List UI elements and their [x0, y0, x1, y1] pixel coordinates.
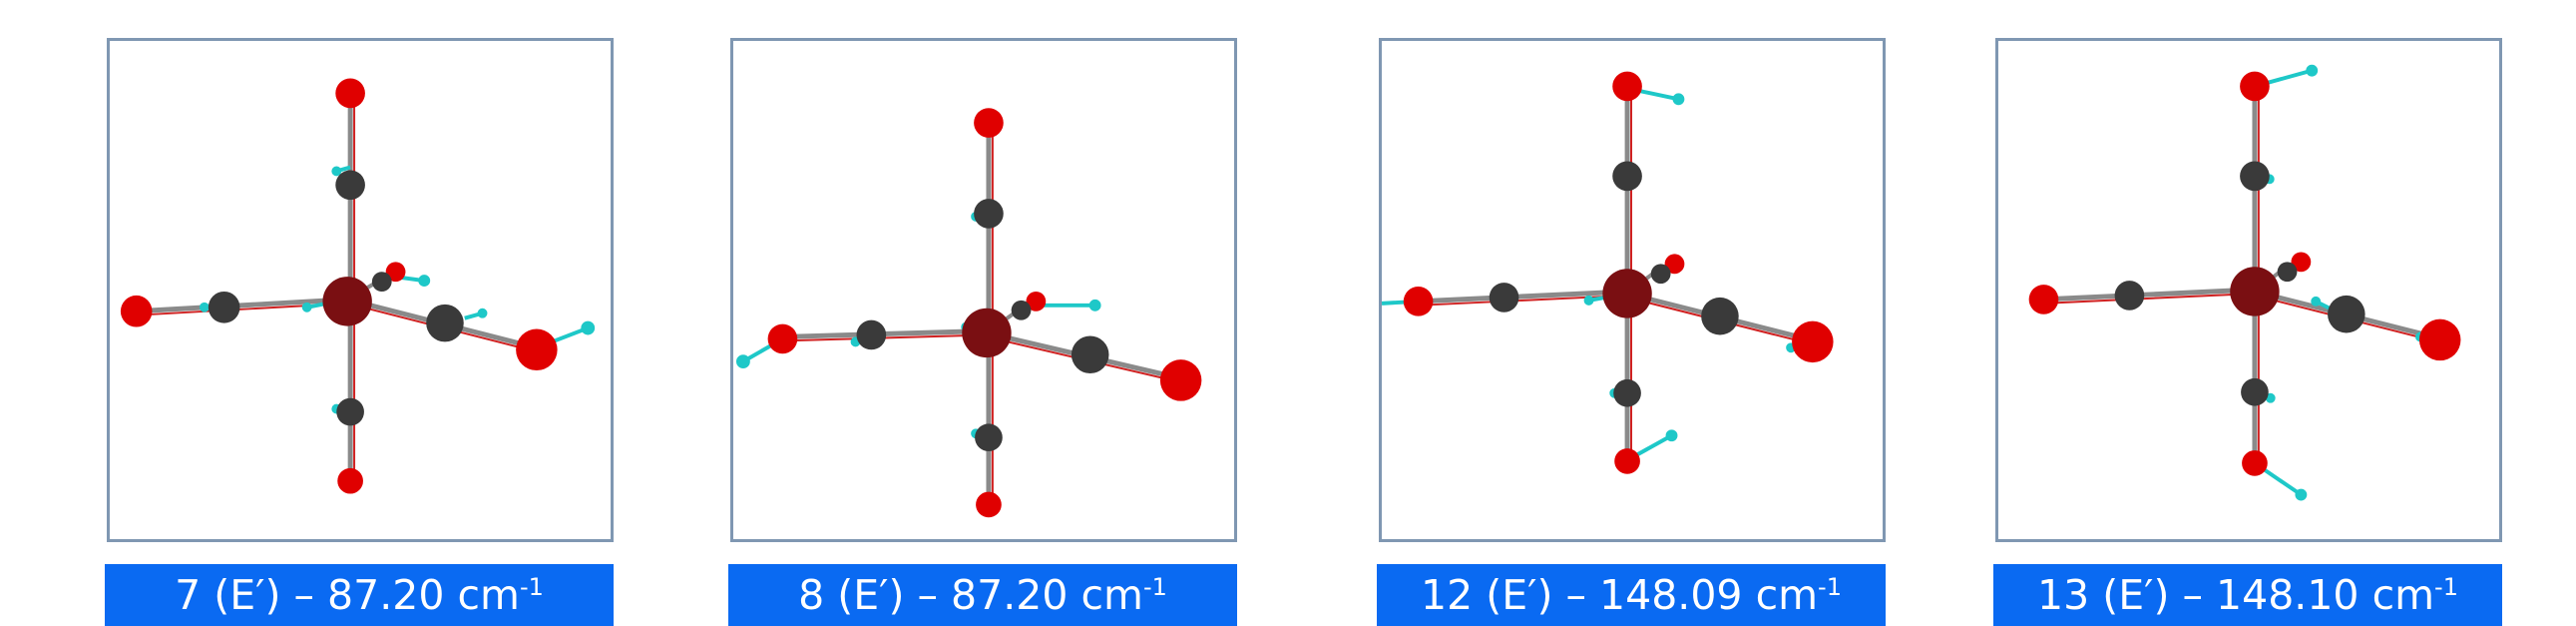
carbon-atom — [2241, 378, 2269, 406]
atoms — [121, 79, 558, 494]
carbon-atom — [975, 423, 1003, 451]
mode-number: 8 — [798, 571, 824, 619]
atoms — [2029, 72, 2461, 476]
mode-frequency: 87.20 — [951, 571, 1068, 619]
mode-7-molecule — [110, 41, 611, 539]
mode-separator: – — [294, 571, 315, 619]
carbon-atom — [1490, 283, 1519, 313]
mode-unit-exponent: -1 — [2434, 573, 2458, 601]
mode-unit-exponent: -1 — [1143, 573, 1167, 601]
mode-13-molecule — [1998, 41, 2499, 539]
oxygen-atom — [2419, 319, 2461, 361]
carbon-atom — [372, 272, 392, 292]
mode-symmetry: (E′) — [837, 571, 904, 619]
mode-separator: – — [1566, 571, 1587, 619]
oxygen-atom — [2240, 72, 2270, 102]
mode-number: 7 — [175, 571, 201, 619]
mode-symmetry: (E′) — [2102, 571, 2169, 619]
carbon-atom — [209, 292, 240, 323]
mode-symmetry: (E′) — [214, 571, 280, 619]
oxygen-atom — [2242, 450, 2268, 476]
mode-8-panel — [730, 38, 1237, 542]
vibration-vectors — [738, 214, 1099, 436]
oxygen-atom — [768, 324, 798, 354]
mode-12-panel — [1379, 38, 1886, 542]
carbon-atom — [857, 320, 887, 350]
mode-number: 12 — [1421, 571, 1473, 619]
carbon-atom — [1072, 335, 1109, 373]
mode-unit: cm — [2372, 571, 2434, 619]
atoms — [1404, 72, 1834, 474]
oxygen-atom — [1614, 448, 1640, 474]
mode-frequency: 148.09 — [1599, 571, 1742, 619]
mode-unit: cm — [457, 571, 519, 619]
oxygen-atom — [335, 79, 365, 109]
oxygen-atom — [976, 492, 1002, 518]
carbon-atom — [1012, 301, 1032, 320]
metal-atom — [962, 309, 1011, 357]
metal-atom — [322, 277, 371, 325]
vibration-vectors — [202, 167, 593, 411]
carbon-atom — [2328, 296, 2365, 333]
carbon-atom — [1612, 162, 1642, 192]
mode-symmetry: (E′) — [1486, 571, 1552, 619]
oxygen-atom — [337, 468, 363, 494]
carbon-atom — [1651, 264, 1671, 284]
carbon-atom — [2240, 162, 2270, 192]
mode-separator: – — [918, 571, 939, 619]
mode-frequency: 87.20 — [327, 571, 444, 619]
mode-number: 13 — [2037, 571, 2089, 619]
mode-8-caption: 8 (E′) – 87.20 cm-1 — [728, 564, 1237, 626]
oxygen-atom — [1160, 359, 1202, 401]
oxygen-atom — [1404, 287, 1434, 316]
vibration-vectors — [1382, 88, 1811, 460]
mode-12-caption: 12 (E′) – 148.09 cm-1 — [1377, 564, 1886, 626]
mode-8-molecule — [733, 41, 1234, 539]
mode-unit: cm — [1756, 571, 1818, 619]
oxygen-atom — [1792, 321, 1834, 363]
mode-unit-exponent: -1 — [520, 573, 544, 601]
carbon-atom — [2278, 262, 2298, 282]
oxygen-atom — [974, 108, 1004, 138]
mode-unit-exponent: -1 — [1818, 573, 1842, 601]
carbon-atom — [426, 305, 464, 342]
mode-13-caption: 13 (E′) – 148.10 cm-1 — [1993, 564, 2502, 626]
mode-12-molecule — [1382, 41, 1883, 539]
carbon-atom — [335, 170, 365, 200]
carbon-atom — [336, 398, 364, 426]
mode-7-caption: 7 (E′) – 87.20 cm-1 — [105, 564, 614, 626]
mode-7-panel — [107, 38, 614, 542]
oxygen-atom — [1612, 72, 1642, 102]
mode-13-panel — [1995, 38, 2502, 542]
mode-unit: cm — [1080, 571, 1142, 619]
mode-separator: – — [2183, 571, 2204, 619]
oxygen-atom — [516, 329, 558, 371]
oxygen-atom — [2029, 285, 2059, 314]
carbon-atom — [1701, 298, 1739, 335]
carbon-atom — [2115, 281, 2145, 311]
metal-atom — [2230, 267, 2279, 315]
oxygen-atom — [121, 296, 153, 327]
metal-atom — [1602, 269, 1651, 317]
carbon-atom — [1613, 379, 1641, 407]
carbon-atom — [974, 199, 1004, 229]
atoms — [768, 108, 1202, 517]
mode-frequency: 148.10 — [2216, 571, 2359, 619]
